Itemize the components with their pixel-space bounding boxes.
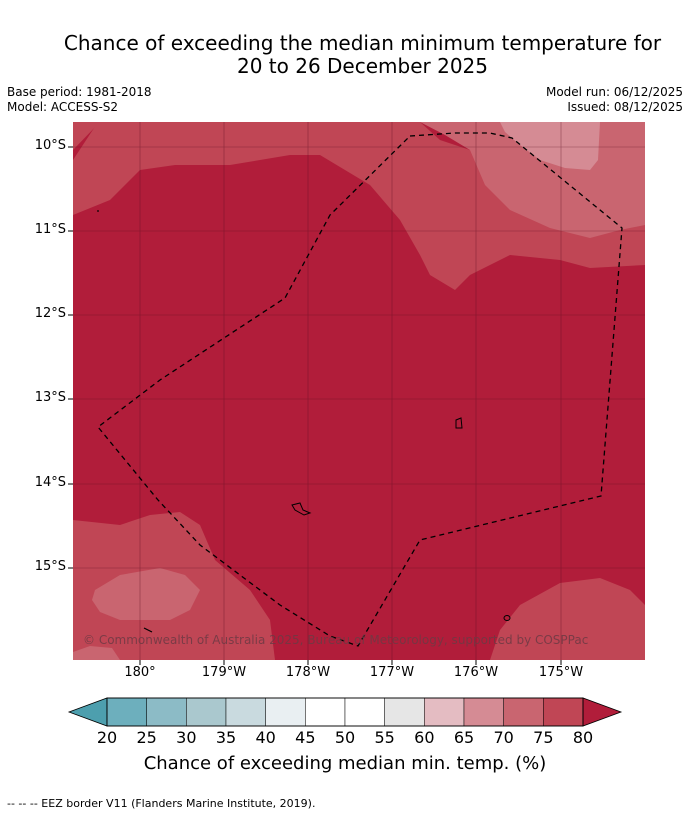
colorbar-cell-30-35 [186,697,227,727]
colorbar-tick-label: 45 [295,728,316,747]
colorbar-tick-label: 50 [334,728,356,747]
colorbar-cell-75-80 [543,697,584,727]
map-area [73,122,645,660]
lat-label: 10°S [34,138,66,153]
issued-date: Issued: 08/12/2025 [567,100,683,114]
lon-label: 177°W [369,665,415,680]
island-funafuti [291,502,312,516]
region-70-75-bottomright [490,578,645,660]
colorbar-cell-70-75 [503,697,544,727]
model-name: Model: ACCESS-S2 [7,100,119,114]
lat-label: 11°S [34,222,66,237]
title-line-2: 20 to 26 December 2025 [236,54,488,78]
colorbar-tick-label: 35 [215,728,237,747]
colorbar-cells [67,697,623,727]
colorbar-tick-label: 55 [374,728,395,747]
colorbar-tick-label: 65 [453,728,475,747]
colorbar-cell-65-70 [463,697,504,727]
region-65-70-corner [73,646,120,660]
islet-nw [97,210,99,212]
colorbar-tick-label: 80 [572,728,594,747]
region-65-70-bottomleft [92,568,200,620]
colorbar-tick-label: 60 [414,728,435,747]
lat-label: 13°S [34,390,66,405]
base-period: Base period: 1981-2018 [7,85,152,99]
region-70-75-topleft [73,122,100,150]
map-copyright: © Commonwealth of Australia 2025, Bureau… [83,633,589,647]
lat-label: 12°S [34,306,66,321]
meta-right: Model run: 06/12/2025 Issued: 08/12/2025 [546,85,683,115]
chart-title: Chance of exceeding the median minimum t… [30,32,690,78]
footnote: -- -- -- EEZ border V11 (Flanders Marine… [7,797,316,810]
lon-label: 180° [124,665,156,680]
lat-label: 15°S [34,559,66,574]
lon-label: 176°W [453,665,499,680]
colorbar-tick-label: 25 [136,728,157,747]
lon-label: 179°W [201,665,247,680]
colorbar-extend-high [582,697,623,727]
axis-ticks [68,146,562,665]
meta-left: Base period: 1981-2018 Model: ACCESS-S2 [7,85,152,115]
colorbar-tick-label: 20 [96,728,118,747]
colorbar-cell-40-45 [265,697,306,727]
model-run: Model run: 06/12/2025 [545,85,683,99]
colorbar-cell-50-55 [344,697,385,727]
colorbar-tick-label: 70 [493,728,514,747]
colorbar-cell-60-65 [424,697,465,727]
colorbar-cell-25-30 [146,697,187,727]
colorbar-tick-label: 75 [533,728,554,747]
colorbar-outline [106,697,584,727]
island-nukulaelae [455,417,463,429]
colorbar-cell-55-60 [384,697,425,727]
colorbar-cell-45-50 [305,697,346,727]
lon-label: 178°W [285,665,331,680]
lat-label: 14°S [34,475,66,490]
island-sw [143,627,153,633]
colorbar-tick-label: 40 [255,728,276,747]
colorbar-cell-20-25 [106,697,147,727]
colorbar-cell-35-40 [225,697,266,727]
colorbar-extend-low [67,697,108,727]
region-60-65-topright [500,122,600,170]
colorbar-label: Chance of exceeding median min. temp. (%… [143,753,547,774]
lon-label: 175°W [538,665,584,680]
island-south [503,615,511,621]
title-line-1: Chance of exceeding the median minimum t… [63,31,662,55]
colorbar-tick-label: 30 [176,728,197,747]
gridlines [73,122,645,660]
